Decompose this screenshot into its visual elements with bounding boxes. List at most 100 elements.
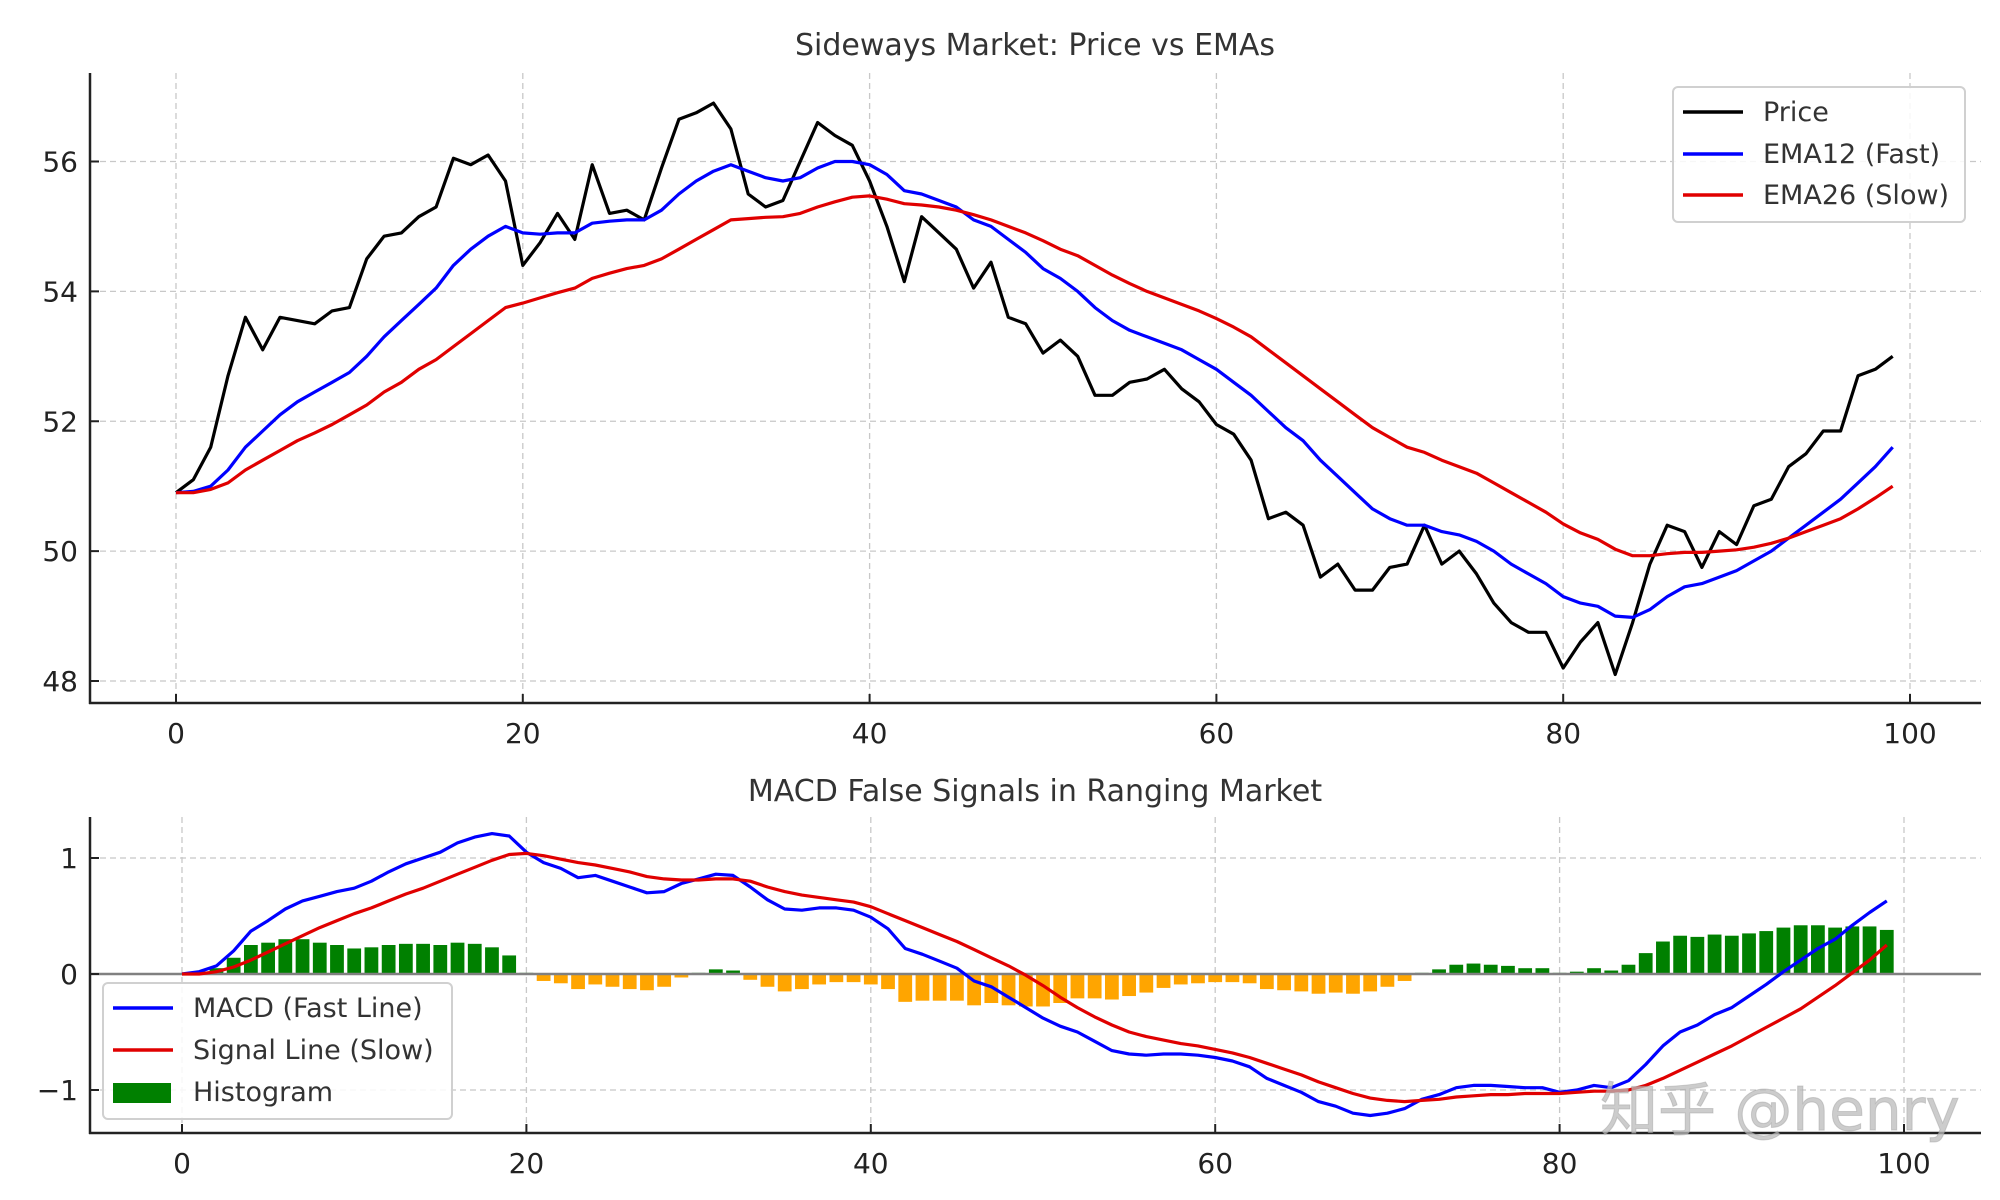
histogram-bar: [1690, 936, 1705, 974]
histogram-bar: [485, 947, 499, 974]
histogram-bar: [450, 942, 465, 974]
histogram-bar: [743, 974, 758, 980]
x-tick-label: 20: [505, 717, 541, 750]
macd-panel: MACD False Signals in Ranging Market 0 20…: [37, 774, 1981, 1180]
histogram-bar: [1724, 935, 1739, 974]
signal-line-slow-line: [182, 851, 1888, 1104]
x-tick-label: 80: [1542, 1147, 1578, 1180]
histogram-bar: [1311, 974, 1326, 994]
histogram-bar: [657, 974, 672, 987]
histogram-bar: [1346, 974, 1360, 994]
histogram-bar: [1656, 941, 1670, 974]
histogram-bar: [1862, 926, 1877, 974]
histogram-bar: [416, 943, 430, 974]
histogram-bar: [777, 974, 792, 992]
histogram-bar: [347, 948, 362, 974]
legend-signal-label: Signal Line (Slow): [193, 1035, 434, 1066]
watermark: 知乎 @henry: [1600, 1076, 1960, 1144]
y-tick-label: 48: [42, 665, 78, 698]
histogram-bar: [1535, 968, 1550, 974]
histogram-bar: [1277, 974, 1291, 991]
histogram-bar: [398, 943, 413, 974]
histogram-bar: [1173, 974, 1188, 985]
ema12-fast-line: [175, 159, 1894, 620]
histogram-bar: [433, 945, 448, 974]
histogram-bar: [1466, 963, 1481, 974]
histogram-bar: [1707, 934, 1722, 974]
legend-price-label: Price: [1763, 97, 1829, 128]
histogram-bar: [829, 974, 844, 983]
price-line: [175, 101, 1894, 677]
histogram-bar: [1328, 974, 1343, 993]
histogram-bar: [1501, 965, 1515, 974]
y-tick-label: 54: [42, 275, 78, 308]
legend-ema26-label: EMA26 (Slow): [1763, 180, 1949, 211]
histogram-bar: [536, 974, 551, 981]
histogram-bar: [1759, 931, 1774, 974]
legend-histogram-swatch: [113, 1083, 171, 1103]
histogram-bar: [708, 969, 723, 974]
histogram-bar: [640, 974, 654, 991]
histogram-bar: [1018, 974, 1033, 1007]
histogram-bar: [1432, 969, 1446, 974]
x-tick-label: 20: [509, 1147, 545, 1180]
histogram-bar: [1483, 964, 1498, 974]
legend-histogram-label: Histogram: [193, 1077, 333, 1108]
histogram-bar: [1673, 935, 1688, 974]
histogram-bar: [622, 974, 637, 990]
histogram-bar: [553, 974, 568, 984]
y-tick-label: 52: [42, 405, 78, 438]
histogram-bar: [381, 945, 396, 974]
histogram-bar: [846, 974, 861, 983]
histogram-bar: [588, 974, 603, 985]
histogram-bar: [1793, 925, 1808, 974]
histogram-bar: [1191, 974, 1205, 984]
x-tick-label: 40: [853, 1147, 889, 1180]
histogram-bar: [330, 945, 344, 974]
x-tick-label: 80: [1545, 717, 1581, 750]
histogram-bar: [295, 939, 310, 974]
y-tick-label: −1: [37, 1074, 78, 1107]
histogram-bar: [1587, 968, 1601, 974]
histogram-bar: [1208, 974, 1223, 983]
histogram-bar: [1139, 974, 1154, 993]
histogram-bar: [261, 942, 275, 974]
histogram-bar: [1122, 974, 1136, 997]
histogram-bar: [1104, 974, 1119, 1000]
histogram-bar: [1363, 974, 1378, 992]
histogram-bar: [1070, 974, 1085, 999]
x-tick-label: 40: [852, 717, 888, 750]
x-tick-label: 60: [1197, 1147, 1233, 1180]
histogram-bar: [278, 939, 293, 974]
histogram-bar: [1879, 929, 1894, 974]
histogram-bar: [915, 974, 930, 1001]
histogram-bar: [795, 974, 809, 990]
histogram-bar: [1776, 927, 1791, 974]
histogram-bar: [1156, 974, 1171, 988]
histogram-bar: [1242, 974, 1257, 984]
y-tick-label: 50: [42, 535, 78, 568]
histogram-bar: [1225, 974, 1240, 983]
y-tick-label: 56: [42, 146, 78, 179]
histogram-bar: [1259, 974, 1274, 990]
macd-legend: MACD (Fast Line) Signal Line (Slow) Hist…: [102, 982, 453, 1120]
histogram-bar: [1621, 964, 1636, 974]
macd-fast-line-line: [181, 831, 1888, 1118]
y-tick-label: 0: [60, 958, 78, 991]
macd-chart-title: MACD False Signals in Ranging Market: [748, 774, 1322, 809]
histogram-bar: [1397, 974, 1412, 981]
price-ema-panel: Sideways Market: Price vs EMAs 0 20 40 60 80…: [42, 28, 1981, 750]
histogram-bar: [1828, 927, 1843, 974]
histogram-bar: [502, 955, 517, 974]
y-tick-label: 1: [60, 842, 78, 875]
legend-macd-label: MACD (Fast Line): [193, 993, 423, 1024]
x-tick-label: 60: [1199, 717, 1235, 750]
histogram-bar: [1518, 968, 1533, 974]
histogram-bar: [898, 974, 913, 1002]
histogram-bar: [312, 942, 327, 974]
histogram-bar: [950, 974, 964, 1001]
histogram-bar: [1604, 970, 1619, 974]
histogram-bar: [1380, 974, 1395, 987]
histogram-bar: [1742, 933, 1756, 974]
